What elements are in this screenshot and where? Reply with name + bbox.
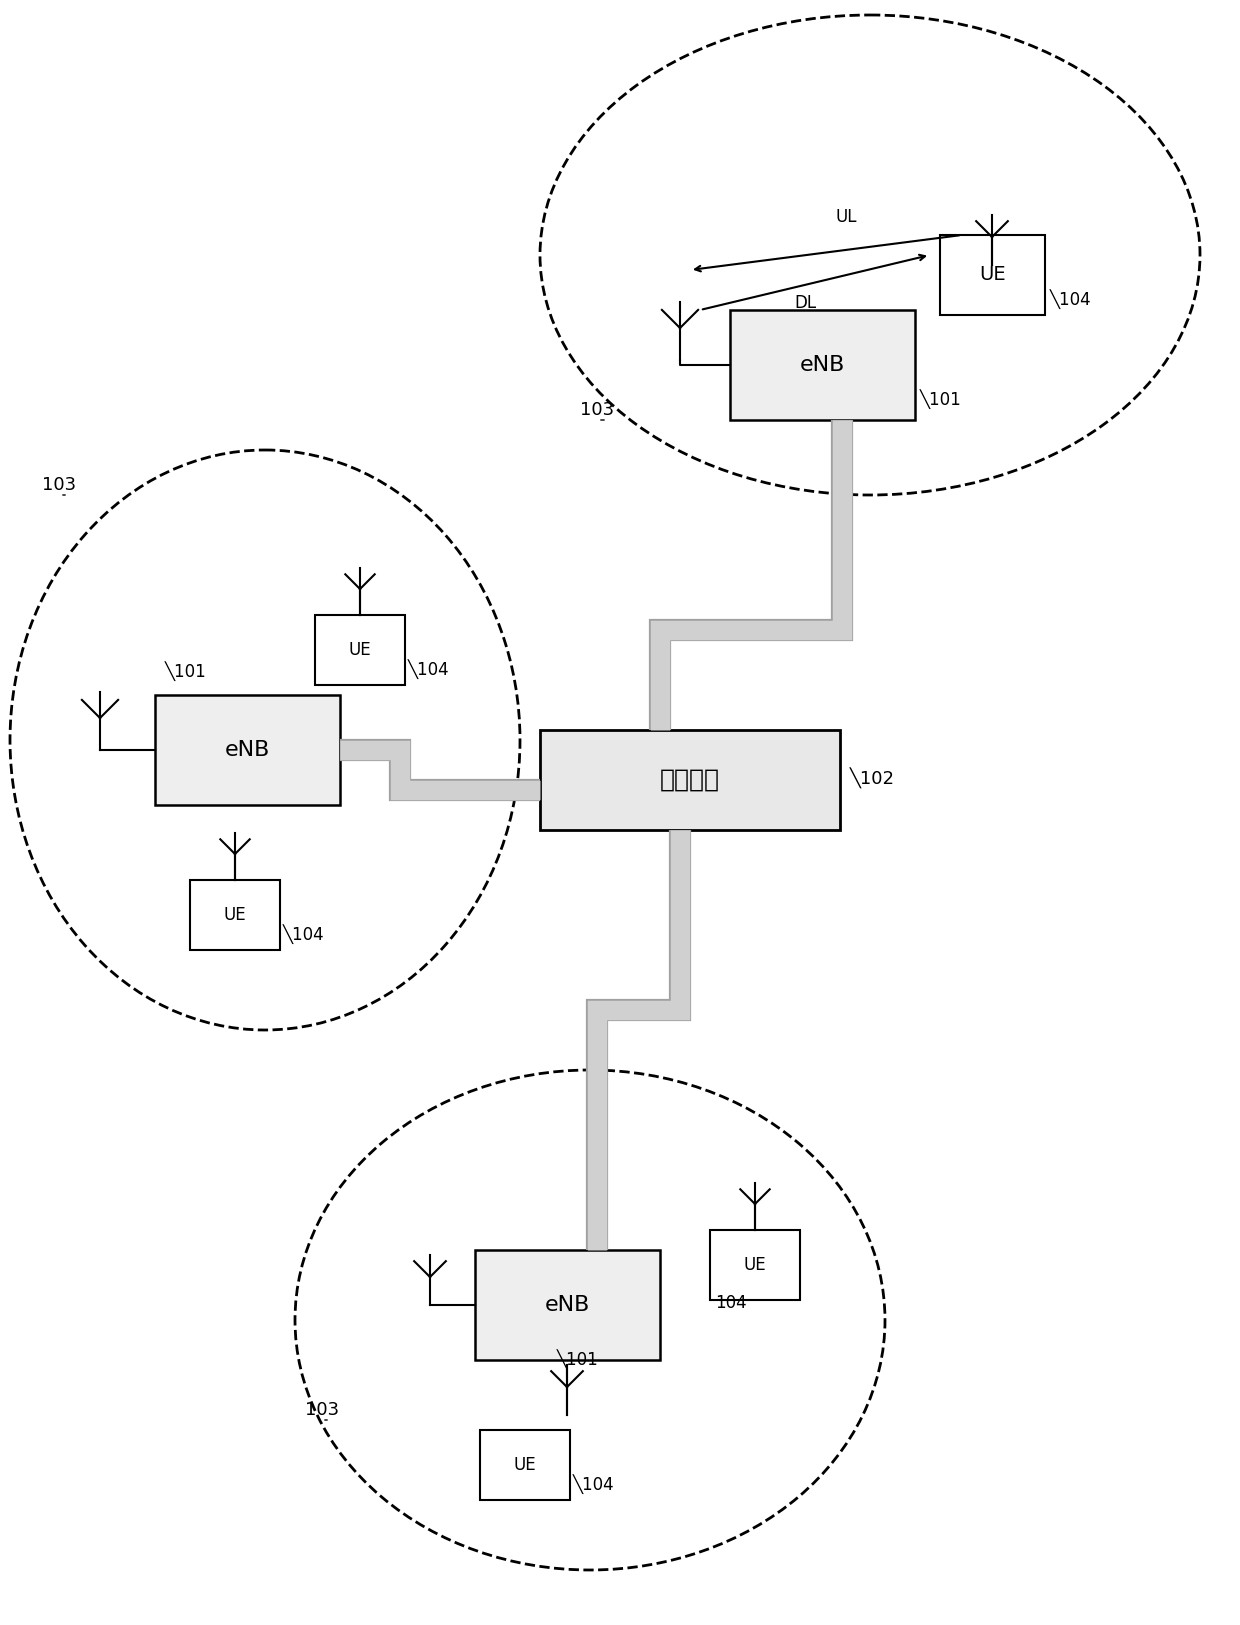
Text: ╲104: ╲104 [573,1474,615,1493]
Text: UE: UE [513,1456,537,1474]
Bar [539,730,839,830]
Text: DL: DL [794,294,816,312]
Bar [711,1230,800,1300]
Text: 103: 103 [42,476,76,494]
Text: ╲102: ╲102 [849,769,895,790]
Bar [155,696,340,804]
Text: 103: 103 [305,1401,339,1419]
Text: 103: 103 [580,401,614,419]
Bar [190,881,280,951]
Text: UE: UE [744,1256,766,1274]
Text: UL: UL [836,208,857,226]
Text: 104: 104 [715,1294,746,1311]
Text: ╲104: ╲104 [283,925,325,944]
Text: UE: UE [980,265,1006,284]
Text: ╲101: ╲101 [557,1349,599,1370]
Text: UE: UE [348,640,371,660]
Text: eNB: eNB [800,354,846,375]
Bar [940,236,1045,315]
Text: UE: UE [223,907,247,925]
Text: ╲101: ╲101 [165,661,207,681]
Text: ╲101: ╲101 [920,390,962,410]
Text: 核心网络: 核心网络 [660,769,720,791]
Bar [475,1250,660,1360]
Text: ╲104: ╲104 [1050,289,1091,309]
Bar [315,614,405,686]
Text: eNB: eNB [224,739,270,760]
Text: eNB: eNB [544,1295,590,1315]
Bar [730,310,915,419]
Bar [480,1430,570,1500]
Text: ╲104: ╲104 [408,660,450,679]
